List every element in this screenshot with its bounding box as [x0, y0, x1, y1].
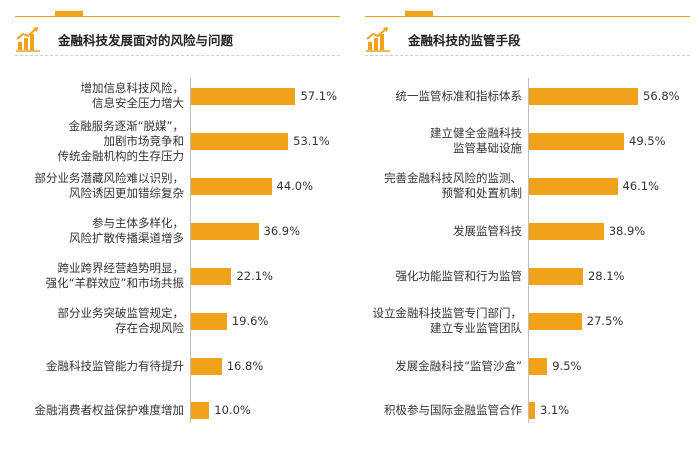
- category-label-line: 部分业务潜藏风险难以识别，: [34, 171, 185, 185]
- data-label: 22.1%: [236, 268, 273, 283]
- category-label-line: 预警和处置机制: [441, 186, 523, 200]
- data-bar: [529, 267, 583, 285]
- category-label-line: 金融消费者权益保护难度增加: [34, 402, 185, 417]
- data-label: 53.1%: [293, 133, 330, 148]
- data-bar: [529, 222, 604, 240]
- category-label-line: 风险诱因更加错综复杂: [69, 186, 184, 200]
- chart-title: 金融科技的监管手段: [408, 33, 521, 48]
- title-top-line: [15, 16, 340, 17]
- category-axis: [190, 78, 191, 423]
- data-bar: [529, 87, 639, 105]
- category-label-line: 建立健全金融科技: [430, 126, 522, 140]
- category-label-line: 积极参与国际金融监管合作: [384, 402, 522, 417]
- title-divider: [15, 55, 340, 56]
- title-top-line: [365, 16, 690, 17]
- category-label-line: 完善金融科技风险的监测、: [384, 171, 522, 185]
- data-bar: [191, 312, 227, 330]
- data-label: 38.9%: [608, 223, 646, 238]
- category-label: 发展监管科技: [453, 224, 522, 239]
- title-accent-bar: [55, 11, 83, 16]
- category-label: 增加信息科技风险， 信息安全压力增大: [81, 81, 185, 111]
- growth-chart-icon: [366, 27, 390, 52]
- category-label: 跨业跨界经营趋势明显， 强化“羊群效应”和市场共振: [46, 261, 184, 291]
- category-label-line: 部分业务突破监管规定，: [57, 306, 185, 320]
- category-label-line: 建立专业监管团队: [430, 321, 522, 335]
- data-bar: [529, 132, 625, 150]
- risk-chart-panel: 金融科技发展面对的风险与问题 增加信息科技风险， 信息安全压力增大 57.1% 金融服…: [15, 11, 340, 423]
- category-label-line: 强化功能监管和行为监管: [395, 268, 523, 283]
- category-label-line: 风险扩散传播渠道增多: [69, 231, 184, 245]
- category-label-line: 信息安全压力增大: [92, 96, 184, 110]
- data-label: 9.5%: [552, 358, 582, 373]
- category-label-line: 金融科技监管能力有待提升: [46, 358, 184, 373]
- data-bar: [191, 267, 232, 285]
- category-label-line: 增加信息科技风险，: [80, 81, 185, 95]
- category-label: 金融科技监管能力有待提升: [46, 359, 184, 374]
- data-bar: [529, 312, 582, 330]
- data-bar: [191, 401, 210, 419]
- category-label-line: 发展监管科技: [453, 223, 522, 238]
- category-label: 建立健全金融科技 监管基础设施: [430, 126, 522, 156]
- data-label: 28.1%: [587, 268, 625, 283]
- data-label: 10.0%: [214, 402, 251, 417]
- data-label: 56.8%: [643, 88, 680, 103]
- data-label: 19.6%: [231, 313, 269, 328]
- data-bar: [529, 177, 618, 195]
- category-label-line: 跨业跨界经营趋势明显，: [57, 261, 185, 275]
- category-label-line: 传统金融机构的生存压力: [57, 148, 185, 163]
- category-label-line: 发展金融科技“监管沙盒”: [395, 358, 522, 373]
- data-label: 44.0%: [276, 178, 314, 193]
- data-label: 16.8%: [226, 358, 264, 373]
- category-label: 金融消费者权益保护难度增加: [35, 403, 185, 418]
- category-label-line: 参与主体多样化，: [92, 216, 184, 230]
- chart-title: 金融科技发展面对的风险与问题: [58, 33, 234, 48]
- category-axis: [528, 78, 529, 423]
- category-label-line: 设立金融科技监管专门部门，: [372, 306, 523, 320]
- category-label-line: 存在合规风险: [115, 321, 184, 335]
- data-label: 27.5%: [586, 313, 624, 328]
- category-label-line: 强化“羊群效应”和市场共振: [45, 276, 184, 290]
- data-bar: [529, 357, 548, 375]
- category-label-line: 监管基础设施: [453, 141, 522, 155]
- data-label: 57.1%: [300, 88, 338, 103]
- data-label: 46.1%: [622, 178, 660, 193]
- category-label: 部分业务潜藏风险难以识别， 风险诱因更加错综复杂: [35, 171, 185, 201]
- category-label: 发展金融科技“监管沙盒”: [395, 359, 522, 374]
- category-label: 完善金融科技风险的监测、 预警和处置机制: [384, 171, 522, 201]
- category-label-line: 统一监管标准和指标体系: [395, 88, 523, 103]
- category-label: 部分业务突破监管规定， 存在合规风险: [58, 306, 185, 336]
- category-label-line: 加剧市场竞争和: [103, 133, 185, 148]
- data-bar: [191, 177, 272, 195]
- category-label: 强化功能监管和行为监管: [396, 269, 523, 284]
- data-label: 36.9%: [263, 223, 301, 238]
- title-divider: [365, 55, 690, 56]
- data-bar: [529, 401, 535, 419]
- category-label: 参与主体多样化， 风险扩散传播渠道增多: [69, 216, 184, 246]
- data-label: 49.5%: [629, 133, 666, 148]
- data-bar: [191, 357, 222, 375]
- data-bar: [191, 87, 296, 105]
- title-accent-bar: [405, 11, 433, 16]
- growth-chart-icon: [16, 27, 40, 52]
- category-label: 积极参与国际金融监管合作: [384, 403, 522, 418]
- category-label: 统一监管标准和指标体系: [396, 89, 523, 104]
- regulation-chart-panel: 金融科技的监管手段 统一监管标准和指标体系 56.8% 建立健全金融科技 监管基础设施…: [350, 0, 700, 454]
- category-label: 金融服务逐渐“脱媒”， 加剧市场竞争和 传统金融机构的生存压力: [58, 119, 185, 164]
- category-label: 设立金融科技监管专门部门， 建立专业监管团队: [373, 306, 523, 336]
- data-label: 3.1%: [539, 402, 570, 417]
- category-label-line: 金融服务逐渐“脱媒”，: [68, 118, 184, 133]
- data-bar: [191, 132, 289, 150]
- data-bar: [191, 222, 259, 240]
